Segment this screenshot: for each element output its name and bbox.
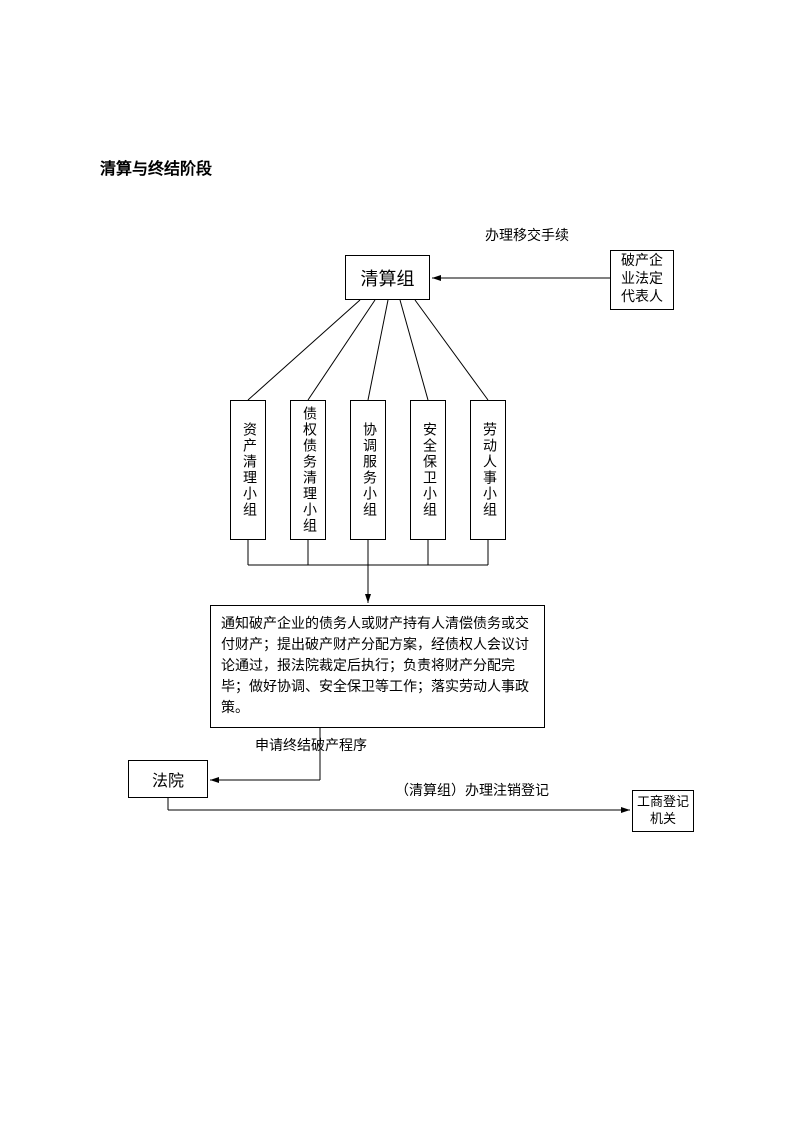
subgroup-3: 协调服务小组 — [350, 400, 386, 540]
subgroup-5-text: 劳动人事小组 — [478, 422, 498, 518]
page-title: 清算与终结阶段 — [100, 155, 212, 179]
registry-box: 工商登记机关 — [632, 790, 694, 832]
subgroup-3-text: 协调服务小组 — [358, 422, 378, 518]
liquidation-group-box: 清算组 — [345, 255, 430, 300]
court-text: 法院 — [152, 767, 184, 791]
subgroup-1: 资产清理小组 — [230, 400, 266, 540]
registry-text: 工商登记机关 — [636, 794, 690, 828]
court-box: 法院 — [128, 760, 208, 798]
app-end-label: 申请终结破产程序 — [255, 735, 367, 755]
subgroup-4-text: 安全保卫小组 — [418, 422, 438, 518]
subgroup-2-text: 债权债务清理小组 — [298, 406, 318, 534]
tasks-box: 通知破产企业的债务人或财产持有人清偿债务或交付财产；提出破产财产分配方案，经债权… — [210, 605, 545, 728]
subgroup-5: 劳动人事小组 — [470, 400, 506, 540]
subgroup-2: 债权债务清理小组 — [290, 400, 326, 540]
liquidation-group-text: 清算组 — [361, 265, 415, 291]
dereg-label: （清算组）办理注销登记 — [395, 780, 549, 800]
tasks-text: 通知破产企业的债务人或财产持有人清偿债务或交付财产；提出破产财产分配方案，经债权… — [221, 617, 529, 716]
subgroup-1-text: 资产清理小组 — [238, 422, 258, 518]
transfer-label: 办理移交手续 — [485, 225, 569, 245]
subgroup-4: 安全保卫小组 — [410, 400, 446, 540]
bankrupt-rep-box: 破产企业法定代表人 — [610, 250, 674, 310]
bankrupt-rep-text: 破产企业法定代表人 — [615, 253, 669, 308]
